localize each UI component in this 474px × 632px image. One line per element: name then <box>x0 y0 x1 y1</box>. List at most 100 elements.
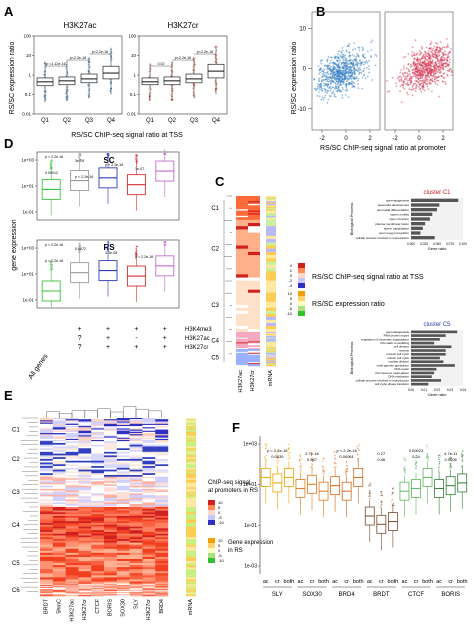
heatmap-cell <box>78 496 92 499</box>
scatter-point <box>430 69 433 72</box>
bar-title: cluster C5 <box>423 322 451 328</box>
sig-label: 3.3e-06 <box>105 251 117 255</box>
heatmap-cell-mrna <box>186 567 196 570</box>
scatter-point <box>399 71 402 74</box>
bar <box>411 203 440 207</box>
scatter-point <box>438 69 441 72</box>
heatmap-cell <box>129 523 143 526</box>
heatmap-cell <box>248 344 260 346</box>
heatmap-cell <box>236 239 248 243</box>
heatmap-cell <box>129 590 143 592</box>
outlier-point <box>289 458 291 460</box>
heatmap-cell <box>248 217 260 219</box>
bar-term-label: nuclear division <box>388 360 409 364</box>
heatmap-cell <box>236 215 248 218</box>
scatter-point <box>438 62 441 65</box>
heatmap-cell-mrna <box>266 280 276 284</box>
heatmap-cell <box>248 196 260 198</box>
heatmap-cell <box>52 491 66 494</box>
outlier-point <box>172 99 174 101</box>
scatter-point <box>438 46 441 49</box>
heatmap-cell <box>65 441 79 444</box>
heatmap-cell <box>142 558 156 562</box>
heatmap-cell <box>65 471 79 474</box>
heatmap-cell <box>142 476 156 479</box>
heatmap-cell <box>78 569 92 572</box>
bar-term-label: plasma membrane fusion <box>375 222 409 226</box>
sub-label: ac <box>298 579 304 585</box>
heatmap-cell <box>40 542 53 545</box>
heatmap-cell <box>78 521 92 524</box>
scatter-point <box>442 67 445 69</box>
scatter-point <box>431 75 434 78</box>
column-label: H3K27cr <box>82 599 88 621</box>
heatmap-cell <box>40 591 53 593</box>
heatmap-cell <box>91 584 105 586</box>
heatmap-cell <box>65 540 79 543</box>
heatmap-cell <box>40 584 53 586</box>
sig-label: 0.067 <box>307 457 318 462</box>
heatmap-cell <box>155 457 169 460</box>
scatter-point <box>413 65 416 68</box>
outlier-point <box>439 461 441 463</box>
heatmap-cell <box>52 444 66 447</box>
heatmap-cell-mrna <box>266 344 276 346</box>
bar <box>411 360 444 364</box>
outlier-point <box>265 448 267 450</box>
x-category-label: Q1 <box>41 118 50 124</box>
outlier-point <box>460 454 463 456</box>
heatmap-cell <box>236 356 248 358</box>
scatter-point <box>426 55 429 58</box>
heatmap-cell <box>155 453 169 456</box>
scatter-point <box>324 94 327 97</box>
bar <box>411 352 446 356</box>
outlier-point <box>358 445 360 447</box>
heatmap-cell <box>129 554 143 558</box>
heatmap-cell-mrna <box>186 589 196 591</box>
scatter-point <box>351 81 354 83</box>
heatmap-cell <box>129 591 143 592</box>
scatter-point <box>329 72 332 75</box>
outlier-point <box>300 465 302 467</box>
sig-label: p < 2.2e-16 <box>45 259 63 263</box>
heatmap-cell <box>155 446 169 449</box>
heatmap-cell <box>78 507 92 510</box>
scatter-point <box>337 72 339 75</box>
heatmap-cell <box>129 427 143 429</box>
panel-letter-c: C <box>215 174 225 189</box>
heatmap-cell-mrna <box>186 473 196 476</box>
heatmap-cell <box>248 219 260 224</box>
heatmap-cell-mrna <box>186 467 196 470</box>
heatmap-cell-mrna <box>266 298 276 303</box>
scatter-point <box>358 71 361 73</box>
scatter-point <box>340 63 343 66</box>
heatmap-cell <box>91 467 105 470</box>
heatmap-cell <box>78 479 92 482</box>
legend2-tick: 10 <box>288 291 293 296</box>
heatmap-cell <box>91 528 105 531</box>
heatmap-cell <box>91 531 105 534</box>
outlier-point <box>51 161 53 164</box>
heatmap-cell <box>78 485 92 488</box>
heatmap-cell <box>142 418 156 420</box>
heatmap-cell <box>104 594 117 596</box>
scatter-point <box>438 66 441 69</box>
heatmap-cell <box>52 476 66 479</box>
heatmap-cell <box>116 466 130 469</box>
scatter-point <box>327 73 330 75</box>
heatmap-cell <box>104 497 117 500</box>
heatmap-cell <box>78 457 92 460</box>
heatmap-cell-mrna <box>186 590 196 592</box>
y-tick-label: 1e-01 <box>22 210 34 215</box>
dendrogram-branch <box>71 410 85 418</box>
heatmap-cell <box>104 521 117 524</box>
outlier-point <box>87 94 90 96</box>
heatmap-cell <box>40 469 53 472</box>
heatmap-cell <box>236 255 248 259</box>
heatmap-cell <box>129 490 143 493</box>
scatter-point <box>347 59 350 62</box>
scatter-point <box>352 65 355 67</box>
scatter-point <box>329 89 332 92</box>
heatmap-cell <box>40 526 53 529</box>
